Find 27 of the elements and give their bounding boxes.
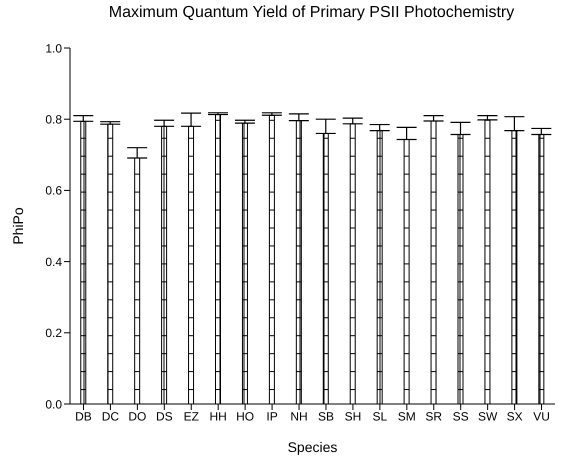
y-tick-label: 1.0 <box>45 41 62 56</box>
x-tick-label: SH <box>344 410 362 424</box>
x-tick-label: DB <box>75 410 92 424</box>
x-tick-label: SS <box>452 410 469 424</box>
chart-title: Maximum Quantum Yield of Primary PSII Photochemistry <box>108 4 516 22</box>
x-tick-label: HO <box>236 410 254 424</box>
x-tick-label: DC <box>102 410 120 424</box>
x-tick-label: NH <box>290 410 308 424</box>
x-tick-label: IP <box>266 410 278 424</box>
y-tick-label: 0.4 <box>45 254 62 269</box>
y-tick-label: 0.2 <box>45 326 62 340</box>
x-tick-label: EZ <box>184 410 199 424</box>
x-tick-label: SX <box>506 410 523 424</box>
y-axis-title: PhiPo <box>10 207 26 245</box>
x-tick-label: VU <box>533 410 550 424</box>
x-tick-label: DO <box>128 410 146 424</box>
y-tick-label: 0.6 <box>45 184 62 198</box>
x-axis-title: Species <box>288 439 338 455</box>
x-tick-label: SB <box>318 410 334 424</box>
x-tick-label: HH <box>210 410 227 424</box>
x-tick-label: SR <box>425 410 442 424</box>
x-tick-label: SL <box>372 410 388 424</box>
x-tick-label: DS <box>156 410 173 424</box>
y-tick-label: 0.8 <box>45 112 62 126</box>
x-tick-label: SW <box>478 410 498 424</box>
x-tick-label: SM <box>398 410 416 424</box>
y-tick-label: 0.0 <box>45 397 62 412</box>
